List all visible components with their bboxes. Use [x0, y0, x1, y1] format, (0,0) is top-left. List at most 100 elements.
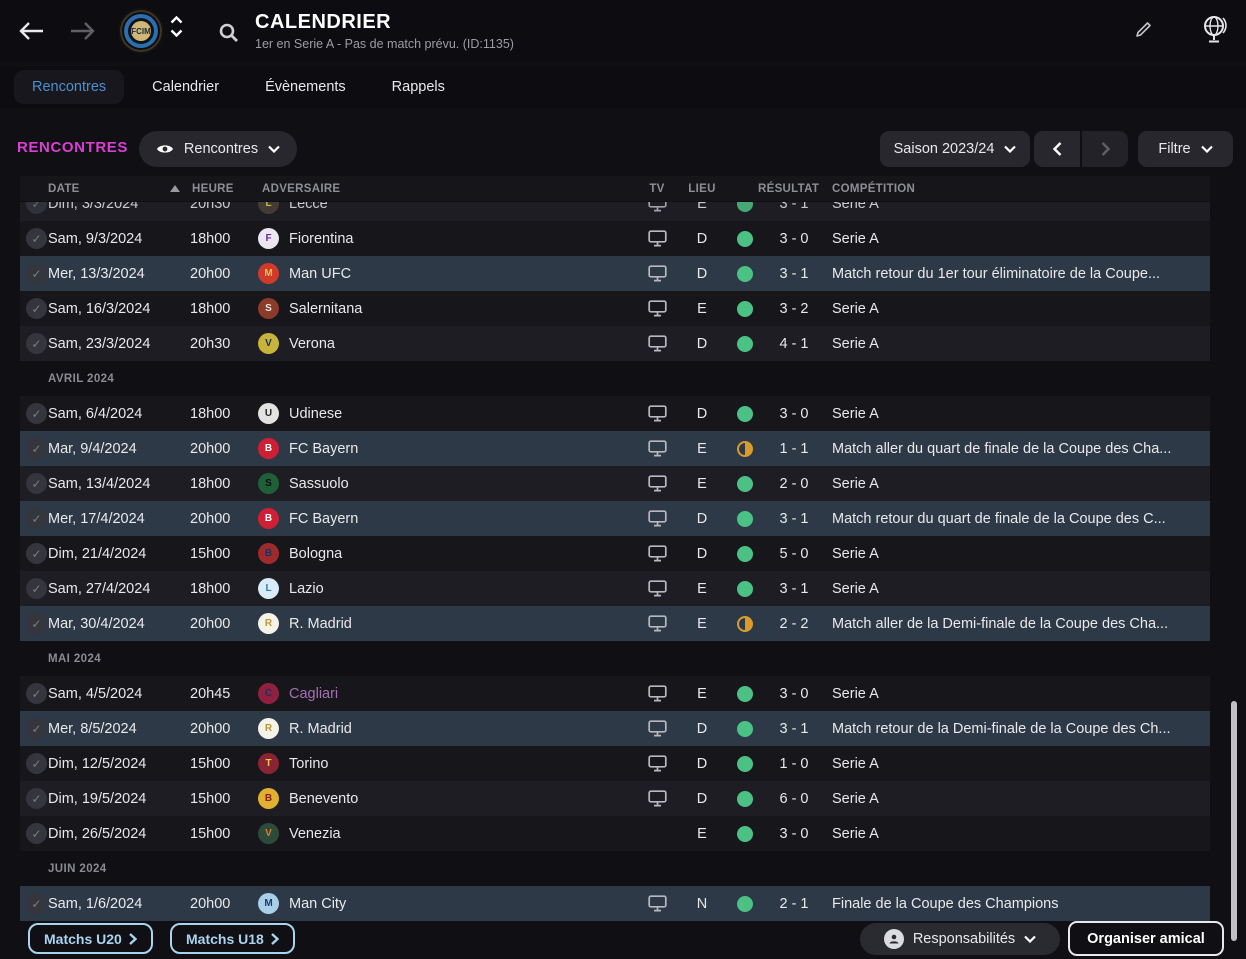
chevron-down-icon	[268, 145, 280, 153]
table-row[interactable]: ✓ Dim, 21/4/2024 15h00 B Bologna D 5 - 0 Serie …	[20, 536, 1210, 571]
competition-name: Serie A	[832, 825, 879, 842]
page-subtitle: 1er en Serie A - Pas de match prévu. (ID…	[255, 37, 514, 51]
match-score: 3 - 1	[779, 580, 809, 597]
table-row[interactable]: ✓ Mer, 13/3/2024 20h00 M Man UFC D 3 - 1 Match …	[20, 256, 1210, 291]
table-row[interactable]: ✓ Sam, 4/5/2024 20h45 C Cagliari E 3 - 0 Serie …	[20, 676, 1210, 711]
opponent-cell[interactable]: V Verona	[258, 333, 644, 354]
view-dropdown-label: Rencontres	[183, 141, 259, 157]
match-time: 18h00	[190, 300, 231, 317]
table-row[interactable]: ✓ Dim, 26/5/2024 15h00 V Venezia E 3 - 0 Serie …	[20, 816, 1210, 851]
tab-calendrier[interactable]: Calendrier	[152, 79, 220, 95]
u18-matches-button[interactable]: Matchs U18	[170, 923, 295, 954]
responsibilities-dropdown[interactable]: Responsabilités	[860, 923, 1060, 955]
table-row[interactable]: ✓ Dim, 19/5/2024 15h00 B Benevento D 6 - 0 Seri…	[20, 781, 1210, 816]
vertical-scrollbar-thumb[interactable]	[1231, 701, 1237, 941]
opponent-cell[interactable]: F Fiorentina	[258, 228, 644, 249]
opponent-cell[interactable]: T Torino	[258, 753, 644, 774]
match-time: 18h00	[190, 405, 231, 422]
opponent-name[interactable]: Verona	[289, 335, 335, 352]
opponent-cell[interactable]: B Bologna	[258, 543, 644, 564]
opponent-name[interactable]: Sassuolo	[289, 475, 349, 492]
opponent-name[interactable]: Salernitana	[289, 300, 363, 317]
opponent-name[interactable]: Torino	[289, 755, 329, 772]
arrange-friendly-button[interactable]: Organiser amical	[1068, 921, 1224, 956]
month-label: JUIN 2024	[48, 862, 107, 875]
table-row[interactable]: ✓ Mar, 30/4/2024 20h00 R R. Madrid E 2 - 2 Matc…	[20, 606, 1210, 641]
opponent-cell[interactable]: C Cagliari	[258, 683, 644, 704]
previous-season-button[interactable]	[1034, 131, 1080, 167]
opponent-cell[interactable]: R R. Madrid	[258, 613, 644, 634]
month-section-header: AVRIL 2024	[20, 361, 1210, 396]
table-row[interactable]: ✓ Sam, 1/6/2024 20h00 M Man City N 2 - 1 Finale…	[20, 886, 1210, 921]
opponent-cell[interactable]: M Man City	[258, 893, 644, 914]
opponent-cell[interactable]: L Lazio	[258, 578, 644, 599]
opponent-name[interactable]: FC Bayern	[289, 440, 359, 457]
column-header-date[interactable]: DATE	[20, 183, 190, 195]
column-header-time[interactable]: HEURE	[192, 182, 234, 195]
view-dropdown[interactable]: Rencontres	[139, 131, 297, 167]
table-row[interactable]: ✓ Sam, 16/3/2024 18h00 S Salernitana E 3 - 2 Se…	[20, 291, 1210, 326]
opponent-name[interactable]: Bologna	[289, 545, 343, 562]
opponent-name[interactable]: Man City	[289, 895, 347, 912]
column-header-tv[interactable]: TV	[649, 182, 665, 195]
opponent-name[interactable]: Lazio	[289, 580, 324, 597]
opponent-name[interactable]: R. Madrid	[289, 615, 352, 632]
table-row[interactable]: ✓ Sam, 27/4/2024 18h00 L Lazio E 3 - 1 Serie A	[20, 571, 1210, 606]
opponent-name[interactable]: Fiorentina	[289, 230, 354, 247]
table-row[interactable]: ✓ Sam, 6/4/2024 18h00 U Udinese D 3 - 0 Serie A	[20, 396, 1210, 431]
opponent-cell[interactable]: B FC Bayern	[258, 438, 644, 459]
table-row[interactable]: ✓ Sam, 23/3/2024 20h30 V Verona D 4 - 1 Serie A	[20, 326, 1210, 361]
tab-rappels[interactable]: Rappels	[391, 79, 445, 95]
table-row[interactable]: ✓ Mar, 9/4/2024 20h00 B FC Bayern E 1 - 1 Match…	[20, 431, 1210, 466]
column-header-venue[interactable]: LIEU	[688, 182, 716, 195]
tab-rencontres[interactable]: Rencontres	[14, 70, 125, 104]
opponent-cell[interactable]: S Sassuolo	[258, 473, 644, 494]
completed-check-icon: ✓	[26, 753, 47, 774]
globe-icon[interactable]	[1198, 12, 1232, 46]
club-switcher[interactable]	[170, 16, 183, 37]
opponent-cell[interactable]: R R. Madrid	[258, 718, 644, 739]
filter-dropdown[interactable]: Filtre	[1138, 131, 1233, 167]
opponent-cell[interactable]: S Salernitana	[258, 298, 644, 319]
opponent-cell[interactable]: B FC Bayern	[258, 508, 644, 529]
u20-matches-button[interactable]: Matchs U20	[28, 923, 153, 954]
opponent-name[interactable]: Udinese	[289, 405, 343, 422]
column-header-result[interactable]: RÉSULTAT	[758, 182, 820, 195]
opponent-cell[interactable]: U Udinese	[258, 403, 644, 424]
column-header-competition[interactable]: COMPÉTITION	[832, 182, 916, 195]
opponent-name[interactable]: Benevento	[289, 790, 359, 807]
back-arrow-icon[interactable]	[14, 14, 48, 48]
tab-evenements[interactable]: Évènements	[265, 79, 346, 95]
table-row[interactable]: ✓ Sam, 9/3/2024 18h00 F Fiorentina D 3 - 0 Seri…	[20, 221, 1210, 256]
opponent-cell[interactable]: B Benevento	[258, 788, 644, 809]
filter-dropdown-label: Filtre	[1158, 141, 1191, 157]
table-row[interactable]: ✓ Mer, 17/4/2024 20h00 B FC Bayern D 3 - 1 Matc…	[20, 501, 1210, 536]
competition-name: Match retour de la Demi-finale de la Cou…	[832, 720, 1171, 737]
opponent-cell[interactable]: M Man UFC	[258, 263, 644, 284]
edit-pencil-icon[interactable]	[1126, 13, 1160, 47]
table-row[interactable]: ✓ Mer, 8/5/2024 20h00 R R. Madrid D 3 - 1 Match…	[20, 711, 1210, 746]
opponent-cell[interactable]: L Lecce	[258, 202, 644, 214]
completed-check-icon: ✓	[26, 403, 47, 424]
match-date: Dim, 26/5/2024	[48, 825, 147, 842]
opponent-cell[interactable]: V Venezia	[258, 823, 644, 844]
search-icon[interactable]	[212, 16, 246, 50]
match-score: 3 - 1	[779, 720, 809, 737]
season-dropdown[interactable]: Saison 2023/24	[880, 131, 1030, 167]
column-header-opponent[interactable]: ADVERSAIRE	[262, 182, 341, 195]
opponent-name[interactable]: R. Madrid	[289, 720, 352, 737]
table-row[interactable]: ✓ Dim, 3/3/2024 20h30 L Lecce E 3 - 1 Serie A	[20, 202, 1210, 221]
win-indicator-icon	[737, 545, 753, 562]
tv-cell	[644, 300, 670, 317]
chevron-up-icon	[170, 16, 183, 24]
opponent-name[interactable]: Man UFC	[289, 265, 352, 282]
forward-arrow-icon[interactable]	[66, 14, 100, 48]
opponent-name[interactable]: FC Bayern	[289, 510, 359, 527]
opponent-name[interactable]: Lecce	[289, 202, 328, 212]
club-crest-inter[interactable]: FCIM	[118, 8, 164, 54]
opponent-name[interactable]: Venezia	[289, 825, 341, 842]
opponent-name[interactable]: Cagliari	[289, 685, 339, 702]
next-season-button[interactable]	[1082, 131, 1128, 167]
table-row[interactable]: ✓ Dim, 12/5/2024 15h00 T Torino D 1 - 0 Serie A	[20, 746, 1210, 781]
table-row[interactable]: ✓ Sam, 13/4/2024 18h00 S Sassuolo E 2 - 0 Serie…	[20, 466, 1210, 501]
